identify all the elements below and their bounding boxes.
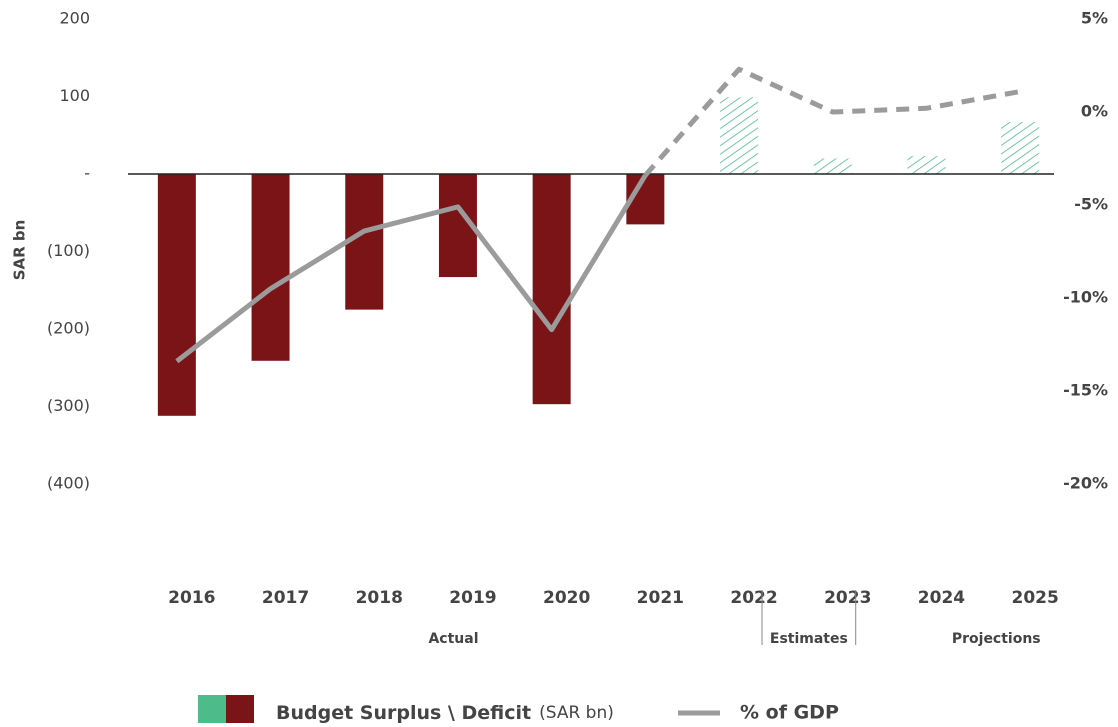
y-tick-label: 200 [59,9,90,28]
bar [907,156,946,174]
x-tick-label: 2021 [637,588,684,608]
legend-label: % of GDP [740,702,839,724]
group-label: Projections [952,631,1041,647]
x-tick-label: 2024 [918,588,965,608]
x-tick-label: 2018 [356,588,403,608]
y-tick-label: - [84,164,90,183]
y2-tick-label: 5% [1081,9,1108,28]
y2-tick-label: 0% [1081,102,1108,121]
y2-tick-label: -5% [1074,195,1108,214]
x-tick-label: 2020 [543,588,590,608]
legend-swatch [226,695,254,723]
legend-swatch [198,695,226,723]
group-label: Estimates [770,631,848,647]
bar [813,158,852,174]
x-tick-label: 2023 [824,588,871,608]
line [175,173,648,364]
y-tick-label: (100) [47,241,90,260]
y-tick-label: (300) [47,396,90,415]
x-tick-label: 2017 [262,588,309,608]
x-tick-label: 2016 [168,588,215,608]
bar [157,174,196,416]
y2-tick-label: -10% [1063,288,1108,307]
y-tick-label: (200) [47,319,90,338]
x-tick-label: 2022 [730,588,777,608]
bar [345,174,384,310]
line [643,66,1021,177]
x-tick-label: 2025 [1011,588,1058,608]
bar [532,174,571,405]
x-tick-label: 2019 [449,588,496,608]
y-axis-label: SAR bn [11,220,29,281]
bar [720,97,759,174]
group-label: Actual [428,631,478,647]
y-tick-label: (400) [47,474,90,493]
legend-name: Budget Surplus \ Deficit [276,702,531,724]
y2-tick-label: -20% [1063,474,1108,493]
y2-tick-label: -15% [1063,381,1108,400]
bar [251,174,290,361]
legend-label: Budget Surplus \ Deficit (SAR bn) [276,702,614,724]
y-tick-label: 100 [59,86,90,105]
legend-unit: (SAR bn) [539,703,614,723]
bar [1001,122,1040,174]
